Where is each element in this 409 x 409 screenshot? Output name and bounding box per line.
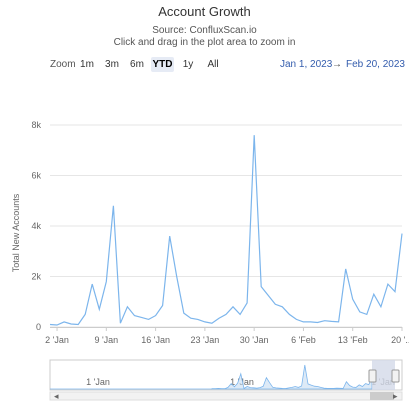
chart-source: Source: ConfluxScan.io — [152, 25, 257, 36]
range-button-ytd[interactable]: YTD — [151, 57, 174, 72]
chart-title: Account Growth — [158, 4, 251, 19]
x-tick-label: 23 'Jan — [191, 335, 220, 345]
range-to-date[interactable]: Feb 20, 2023 — [346, 59, 405, 70]
scroll-left-arrow-icon[interactable]: ◂ — [54, 391, 59, 401]
y-tick-label: 2k — [31, 272, 41, 282]
zoom-label: Zoom — [50, 59, 76, 70]
scroll-right-arrow-icon[interactable]: ▸ — [393, 391, 398, 401]
range-from-date[interactable]: Jan 1, 2023 — [280, 59, 333, 70]
x-tick-label: 6 'Feb — [291, 335, 316, 345]
range-button-1m[interactable]: 1m — [80, 59, 94, 70]
y-tick-label: 4k — [31, 221, 41, 231]
range-button-1y[interactable]: 1y — [182, 59, 194, 70]
range-arrow: → — [332, 59, 342, 70]
y-tick-label: 6k — [31, 171, 41, 181]
y-axis-ticks: 0 2k 4k 6k 8k — [31, 120, 41, 332]
range-selector: Zoom 1m 3m 6m YTD 1y All Jan 1, 2023 → F… — [0, 57, 409, 73]
navigator-handle[interactable] — [368, 369, 377, 383]
x-tick-label: 20 '... — [391, 335, 409, 345]
y-tick-label: 0 — [36, 322, 41, 332]
navigator-handle[interactable] — [391, 369, 400, 383]
navigator-label: 1 'Jan — [86, 377, 110, 387]
x-tick-label: 16 'Jan — [141, 335, 170, 345]
navigator-series — [211, 364, 373, 390]
x-tick-label: 30 'Jan — [240, 335, 269, 345]
x-tick-label: 9 'Jan — [94, 335, 118, 345]
series-lines — [49, 135, 403, 326]
series-line — [49, 135, 403, 326]
range-button-6m[interactable]: 6m — [130, 59, 144, 70]
navigator-scrollbar[interactable] — [49, 391, 403, 401]
range-button-3m[interactable]: 3m — [105, 59, 119, 70]
navigator-scrollbar-thumb[interactable] — [370, 392, 394, 400]
x-tick-label: 2 'Jan — [45, 335, 69, 345]
grid-lines — [50, 124, 402, 328]
y-axis-title: Total New Accounts — [11, 193, 21, 272]
zoom-instruction: Click and drag in the plot area to zoom … — [113, 37, 296, 48]
x-tick-label: 13 'Feb — [338, 335, 368, 345]
navigator-frame — [49, 359, 403, 391]
x-axis-ticks: 2 'Jan 9 'Jan 16 'Jan 23 'Jan 30 'Jan 6 'Feb 1… — [45, 327, 409, 345]
y-tick-label: 8k — [31, 120, 41, 130]
range-button-all[interactable]: All — [207, 59, 219, 70]
navigator-selection[interactable] — [372, 360, 395, 390]
